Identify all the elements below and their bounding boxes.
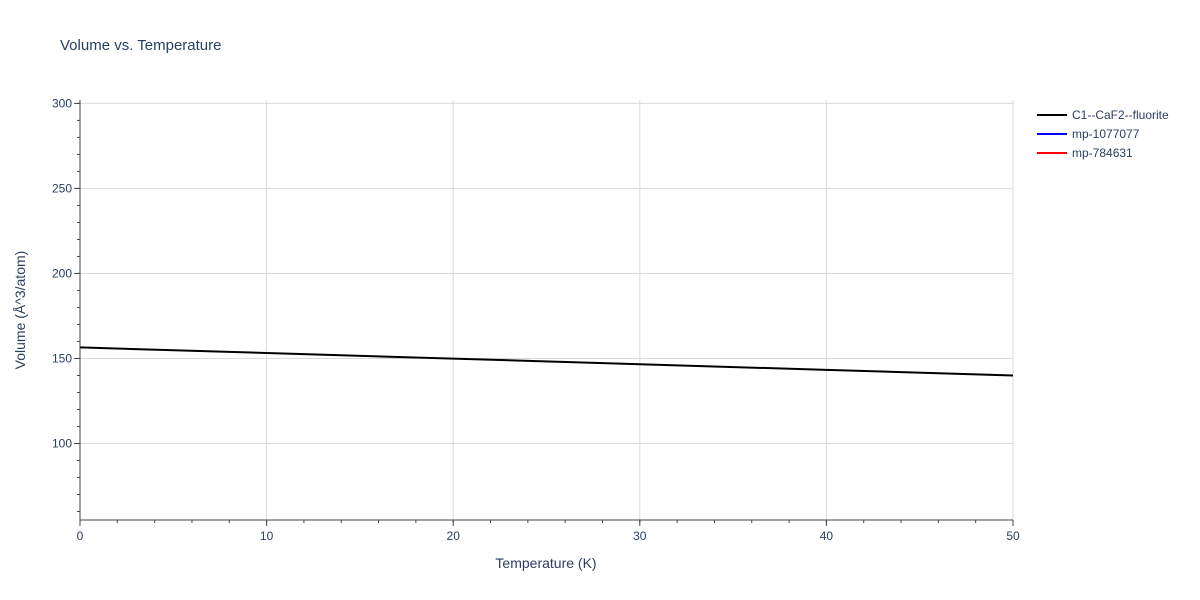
y-tick-label: 200	[52, 266, 72, 280]
grid-layer	[80, 100, 1014, 520]
legend-label: C1--CaF2--fluorite	[1072, 108, 1169, 122]
y-tick-label: 300	[52, 96, 72, 110]
y-tick-label: 100	[52, 436, 72, 450]
x-tick-label: 10	[260, 529, 274, 543]
y-tick-label: 250	[52, 181, 72, 195]
x-tick-label: 40	[820, 529, 834, 543]
y-tick-label: 150	[52, 351, 72, 365]
legend-label: mp-784631	[1072, 146, 1133, 160]
series-layer	[79, 346, 1014, 377]
legend-label: mp-1077077	[1072, 127, 1140, 141]
axis-layer: 0 10 20 30 40 50 100 150 200 250 300	[52, 96, 1020, 543]
legend[interactable]: C1--CaF2--fluorite mp-1077077 mp-784631	[1037, 108, 1169, 160]
x-tick-label: 0	[77, 529, 84, 543]
x-axis-title: Temperature (K)	[495, 555, 596, 571]
y-axis-title: Volume (Å^3/atom)	[12, 251, 28, 370]
x-tick-label: 30	[633, 529, 647, 543]
x-tick-label: 50	[1006, 529, 1020, 543]
chart-title: Volume vs. Temperature	[60, 37, 221, 54]
series-line	[79, 346, 1014, 377]
x-tick-label: 20	[447, 529, 461, 543]
